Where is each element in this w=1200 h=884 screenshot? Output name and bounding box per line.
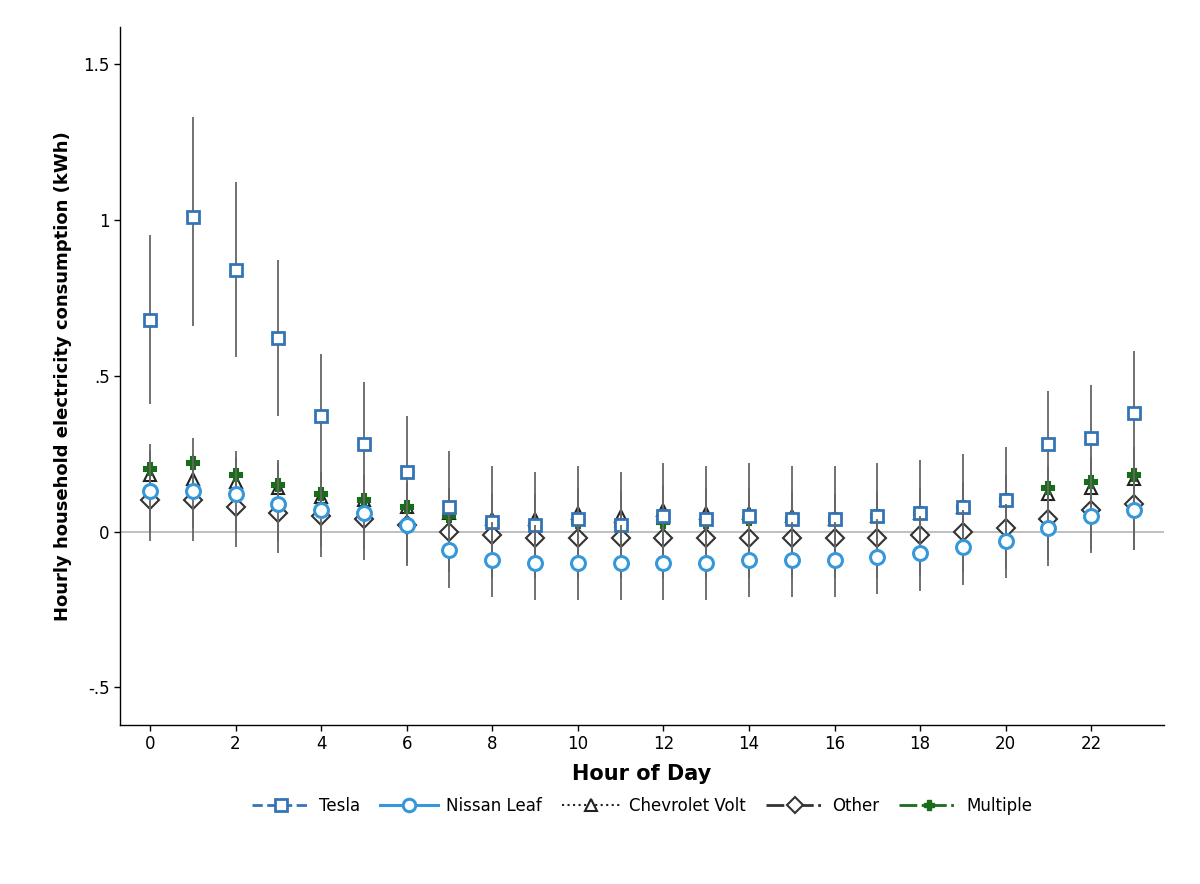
Y-axis label: Hourly household electricity consumption (kWh): Hourly household electricity consumption… xyxy=(54,131,72,621)
Legend: Tesla, Nissan Leaf, Chevrolet Volt, Other, Multiple: Tesla, Nissan Leaf, Chevrolet Volt, Othe… xyxy=(245,790,1039,821)
X-axis label: Hour of Day: Hour of Day xyxy=(572,765,712,784)
